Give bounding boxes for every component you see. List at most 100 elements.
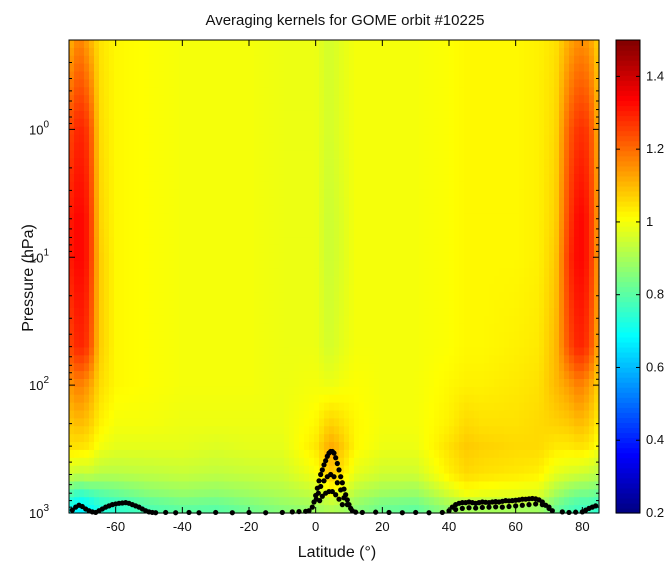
heatmap-cell xyxy=(264,268,270,278)
heatmap-cell xyxy=(404,442,410,451)
heatmap-cell xyxy=(344,158,350,167)
heatmap-cell xyxy=(194,465,200,475)
heatmap-cell xyxy=(384,300,390,309)
heatmap-cell xyxy=(144,449,150,459)
heatmap-cell xyxy=(269,339,275,349)
heatmap-cell xyxy=(204,40,210,49)
heatmap-cell xyxy=(244,110,250,120)
heatmap-cell xyxy=(109,181,115,191)
heatmap-cell xyxy=(329,95,335,104)
heatmap-cell xyxy=(389,489,395,498)
heatmap-cell xyxy=(289,473,295,483)
heatmap-cell xyxy=(334,315,340,325)
heatmap-cell xyxy=(324,71,330,81)
heatmap-cell xyxy=(134,40,140,49)
heatmap-cell xyxy=(114,363,120,372)
heatmap-cell xyxy=(69,315,75,325)
heatmap-cell xyxy=(329,181,335,191)
heatmap-cell xyxy=(259,394,265,404)
heatmap-cell xyxy=(119,197,125,207)
heatmap-cell xyxy=(239,457,245,467)
heatmap-cell xyxy=(309,87,315,96)
heatmap-cell xyxy=(69,95,75,104)
heatmap-cell xyxy=(339,79,345,88)
heatmap-cell xyxy=(144,103,150,112)
heatmap-cell xyxy=(149,150,155,159)
heatmap-cell xyxy=(219,244,225,254)
heatmap-cell xyxy=(299,355,305,364)
heatmap-cell xyxy=(239,142,245,151)
heatmap-cell xyxy=(304,189,310,199)
heatmap-cell xyxy=(449,378,455,388)
heatmap-cell xyxy=(469,252,475,262)
heatmap-cell xyxy=(84,434,90,443)
heatmap-cell xyxy=(184,174,190,183)
heatmap-cell xyxy=(254,47,260,57)
heatmap-cell xyxy=(284,268,290,278)
heatmap-cell xyxy=(174,473,180,483)
heatmap-cell xyxy=(389,473,395,483)
heatmap-cell xyxy=(409,166,415,175)
heatmap-cell xyxy=(239,378,245,388)
heatmap-cell xyxy=(89,213,95,222)
heatmap-cell xyxy=(274,229,280,238)
heatmap-cell xyxy=(189,237,195,246)
heatmap-cell xyxy=(289,213,295,222)
heatmap-cell xyxy=(339,87,345,96)
heatmap-cell xyxy=(479,473,485,483)
heatmap-cell xyxy=(199,189,205,199)
heatmap-cell xyxy=(304,221,310,230)
heatmap-cell xyxy=(404,237,410,246)
heatmap-cell xyxy=(204,481,210,490)
heatmap-cell xyxy=(284,410,290,419)
heatmap-cell xyxy=(94,418,100,427)
heatmap-cell xyxy=(469,221,475,230)
heatmap-cell xyxy=(114,189,120,199)
heatmap-cell xyxy=(449,134,455,144)
heatmap-cell xyxy=(394,355,400,364)
heatmap-cell xyxy=(184,276,190,285)
heatmap-cell xyxy=(214,465,220,475)
heatmap-cell xyxy=(74,134,80,144)
heatmap-cell xyxy=(349,300,355,309)
heatmap-cell xyxy=(254,126,260,136)
heatmap-cell xyxy=(134,166,140,175)
heatmap-cell xyxy=(274,505,280,514)
heatmap-cell xyxy=(149,465,155,475)
heatmap-cell xyxy=(424,442,430,451)
heatmap-cell xyxy=(129,276,135,285)
heatmap-cell xyxy=(409,229,415,238)
heatmap-cell xyxy=(99,110,105,120)
heatmap-cell xyxy=(304,63,310,73)
heatmap-cell xyxy=(344,268,350,278)
heatmap-cell xyxy=(114,87,120,96)
heatmap-cell xyxy=(354,221,360,230)
heatmap-cell xyxy=(209,150,215,159)
heatmap-cell xyxy=(239,292,245,301)
heatmap-cell xyxy=(334,237,340,246)
heatmap-cell xyxy=(234,418,240,427)
heatmap-cell xyxy=(229,79,235,88)
heatmap-cell xyxy=(89,189,95,199)
heatmap-cell xyxy=(219,418,225,427)
heatmap-cell xyxy=(444,244,450,254)
heatmap-cell xyxy=(374,497,380,506)
heatmap-cell xyxy=(304,118,310,128)
heatmap-cell xyxy=(399,87,405,96)
heatmap-cell xyxy=(389,103,395,112)
heatmap-cell xyxy=(189,505,195,514)
heatmap-cell xyxy=(409,331,415,341)
heatmap-cell xyxy=(339,166,345,175)
heatmap-cell xyxy=(369,442,375,451)
heatmap-cell xyxy=(234,174,240,183)
heatmap-cell xyxy=(289,126,295,136)
heatmap-cell xyxy=(189,166,195,175)
heatmap-cell xyxy=(244,229,250,238)
heatmap-cell xyxy=(239,150,245,159)
heatmap-cell xyxy=(94,481,100,490)
heatmap-cell xyxy=(94,40,100,49)
heatmap-cell xyxy=(259,315,265,325)
heatmap-cell xyxy=(154,87,160,96)
heatmap-cell xyxy=(344,166,350,175)
heatmap-cell xyxy=(344,205,350,215)
